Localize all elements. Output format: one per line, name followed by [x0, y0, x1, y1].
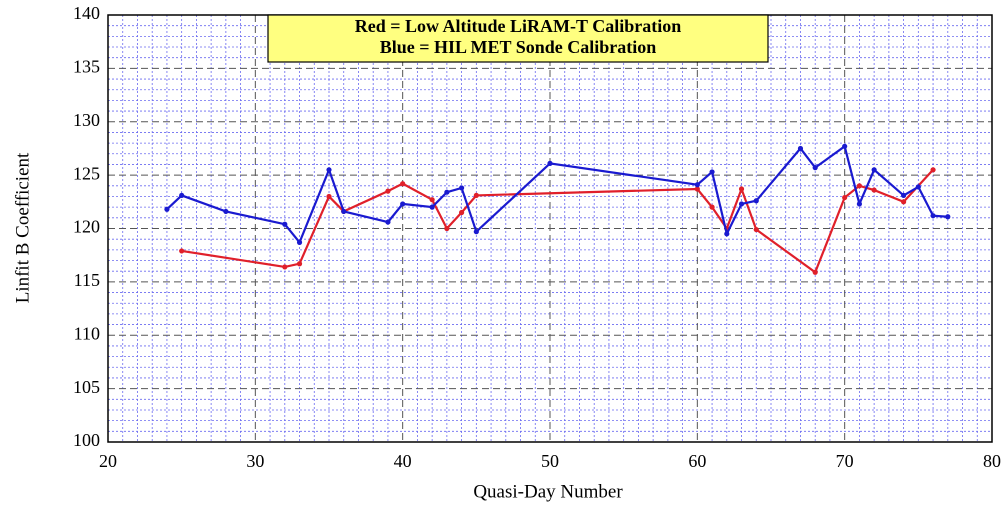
- point: [812, 269, 818, 275]
- point: [326, 167, 332, 173]
- point: [282, 221, 288, 227]
- x-tick-label: 80: [983, 451, 1001, 471]
- point: [945, 214, 951, 220]
- y-axis-label: Linfit B Coefficient: [12, 152, 33, 303]
- point: [429, 197, 435, 203]
- point: [753, 226, 759, 233]
- point: [709, 169, 715, 175]
- y-tick-label: 115: [74, 270, 100, 290]
- point: [282, 264, 288, 270]
- point: [901, 199, 907, 205]
- y-tick-label: 135: [73, 57, 100, 77]
- y-tick-label: 120: [73, 217, 100, 237]
- point: [341, 208, 347, 215]
- point: [400, 201, 406, 207]
- y-tick-label: 100: [73, 430, 100, 450]
- point: [812, 165, 818, 171]
- point: [164, 206, 170, 212]
- y-tick-label: 125: [73, 163, 100, 183]
- x-tick-label: 70: [836, 451, 854, 471]
- x-tick-label: 30: [246, 451, 264, 471]
- point: [694, 186, 700, 192]
- point: [400, 181, 406, 187]
- y-tick-label: 110: [74, 323, 100, 343]
- point: [871, 167, 877, 173]
- point: [223, 208, 229, 215]
- x-tick-label: 50: [541, 451, 559, 471]
- point: [459, 209, 465, 216]
- point: [724, 231, 730, 237]
- point: [444, 189, 450, 195]
- point: [915, 184, 921, 190]
- point: [709, 204, 715, 210]
- x-tick-label: 60: [688, 451, 706, 471]
- point: [179, 192, 185, 199]
- point: [179, 248, 185, 254]
- point: [930, 213, 936, 219]
- point: [842, 194, 848, 201]
- legend-box: [267, 14, 769, 63]
- point: [385, 219, 391, 225]
- y-tick-label: 140: [73, 3, 100, 23]
- series-line: [181, 169, 934, 274]
- x-axis-label: Quasi-Day Number: [473, 481, 623, 502]
- x-tick-label: 40: [394, 451, 412, 471]
- y-tick-label: 130: [73, 110, 100, 130]
- point: [296, 261, 303, 267]
- point: [326, 193, 332, 200]
- point: [473, 229, 479, 235]
- point: [901, 192, 907, 199]
- point: [547, 160, 553, 166]
- point: [871, 187, 877, 193]
- point: [856, 201, 863, 207]
- point: [385, 188, 391, 194]
- point: [797, 145, 804, 152]
- legend: Red = Low Altitude LiRAM-T CalibrationBl…: [267, 14, 769, 63]
- point: [444, 225, 450, 232]
- point: [738, 201, 745, 207]
- point: [429, 204, 435, 210]
- point: [930, 167, 936, 173]
- point: [856, 183, 863, 189]
- point: [738, 186, 745, 192]
- x-tick-label: 20: [99, 451, 117, 471]
- y-tick-label: 105: [73, 377, 100, 397]
- point: [753, 198, 759, 204]
- point: [694, 182, 700, 188]
- series-line: [166, 144, 948, 245]
- point: [459, 185, 465, 191]
- point: [296, 239, 303, 245]
- point: [473, 192, 479, 199]
- legend-entry: Red = Low Altitude LiRAM-T Calibration: [355, 16, 681, 36]
- legend-entry: Blue = HIL MET Sonde Calibration: [380, 37, 657, 57]
- point: [842, 143, 848, 149]
